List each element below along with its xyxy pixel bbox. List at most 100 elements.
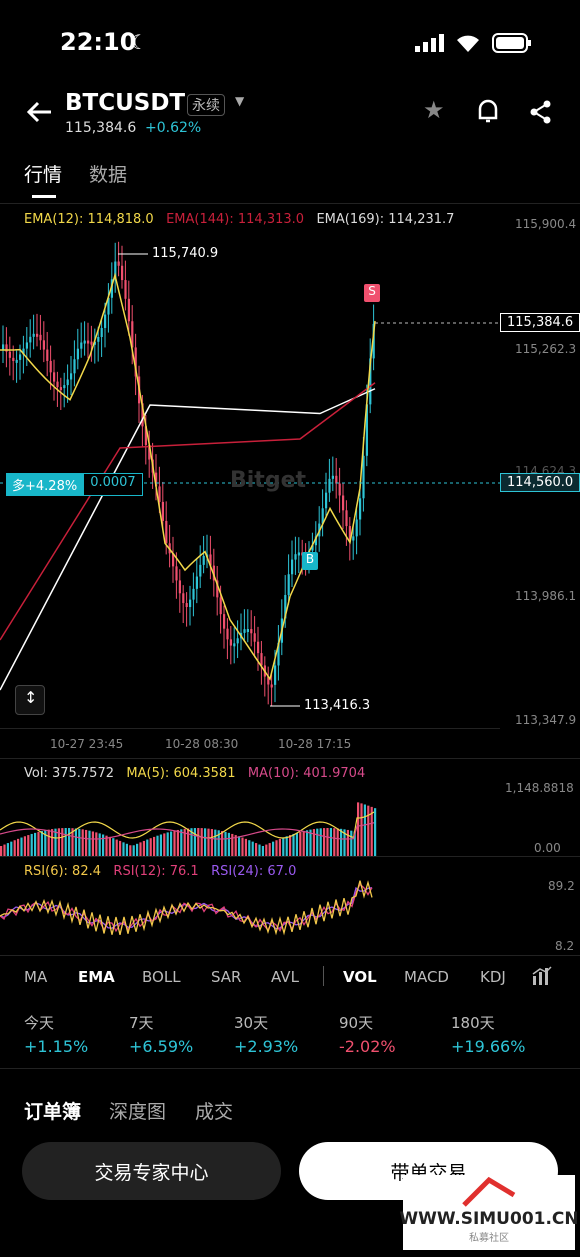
candle-body: [93, 341, 96, 345]
volume-bar: [119, 840, 122, 856]
volume-bar: [176, 829, 179, 856]
indicator-settings-area: [508, 960, 580, 994]
volume-bar: [163, 833, 166, 856]
volume-bar: [312, 829, 315, 856]
indicator-tab-sar[interactable]: SAR: [211, 968, 242, 986]
volume-bar: [102, 834, 105, 856]
volume-bar: [180, 829, 183, 856]
volume-bar: [289, 835, 292, 856]
chevron-down-icon[interactable]: ▼: [235, 94, 245, 108]
ma5-label: MA(5): 604.3581: [126, 766, 236, 781]
ema169-line: [0, 388, 376, 691]
watermark-sub: 私募社区: [469, 1233, 509, 1244]
candle-body: [144, 426, 147, 445]
candle-body: [185, 603, 188, 608]
volume-bar: [350, 830, 353, 856]
indicator-tab-macd[interactable]: MACD: [404, 968, 449, 986]
volume-bar: [54, 828, 57, 856]
period-value: +6.59%: [129, 1037, 194, 1056]
candle-body: [39, 334, 42, 341]
indicator-tab-ma[interactable]: MA: [24, 968, 48, 986]
period-label: 今天: [24, 1014, 55, 1032]
candle-body: [335, 475, 338, 484]
candle-body: [362, 455, 365, 499]
volume-bar: [231, 833, 234, 856]
ema12-line: [0, 272, 376, 681]
volume-bar: [336, 828, 339, 856]
volume-bar: [309, 829, 312, 856]
vol-axis-bottom: 0.00: [534, 841, 561, 855]
volume-bar: [299, 831, 302, 856]
candle-body: [223, 614, 226, 629]
indicator-tab-vol[interactable]: VOL: [343, 968, 377, 986]
volume-bar: [200, 828, 203, 856]
candle-body: [233, 643, 236, 647]
star-icon[interactable]: ★: [423, 96, 445, 124]
volume-bar: [74, 828, 77, 856]
candlestick-chart[interactable]: [0, 230, 580, 730]
position-side: 多+4.28%: [6, 473, 84, 496]
price-tick: 113,986.1: [515, 589, 577, 603]
candle-body: [12, 357, 15, 361]
candle-body: [70, 373, 73, 380]
candle-body: [328, 478, 331, 493]
share-icon[interactable]: [529, 100, 553, 124]
volume-bar: [285, 836, 288, 856]
pair-title[interactable]: BTCUSDT: [65, 90, 186, 116]
volume-bar: [323, 828, 326, 856]
alert-bell-icon[interactable]: [476, 98, 500, 124]
candle-body: [257, 641, 260, 654]
volume-bar: [136, 843, 139, 856]
volume-bar: [227, 832, 230, 856]
tab-orderbook[interactable]: 订单簿: [24, 1101, 82, 1123]
status-time: 22:10: [60, 28, 137, 56]
period-value: +1.15%: [24, 1037, 89, 1056]
indicator-tab-avl[interactable]: AVL: [271, 968, 299, 986]
tab-data[interactable]: 数据: [89, 164, 128, 186]
header-price: 115,384.6: [65, 120, 137, 136]
vol-label: Vol: 375.7572: [24, 766, 114, 781]
expert-center-button[interactable]: 交易专家中心: [22, 1142, 281, 1200]
indicator-tab-boll[interactable]: BOLL: [142, 968, 181, 986]
volume-bar: [333, 828, 336, 856]
volume-bar: [278, 838, 281, 856]
candle-body: [124, 280, 127, 299]
logo-icon: [462, 1176, 516, 1207]
candle-body: [22, 348, 25, 355]
volume-bar: [129, 845, 132, 856]
volume-bar: [68, 828, 71, 856]
candle-body: [83, 340, 86, 344]
volume-bar: [98, 833, 101, 856]
ema169-label: EMA(169): 114,231.7: [316, 212, 455, 227]
volume-bar: [47, 829, 50, 856]
volume-bar: [357, 802, 360, 856]
rsi6-label: RSI(6): 82.4: [24, 864, 101, 879]
candle-body: [369, 358, 372, 405]
tab-trades[interactable]: 成交: [195, 1101, 234, 1123]
high-label: 115,740.9: [152, 246, 219, 261]
volume-bar: [142, 840, 145, 856]
volume-bar: [91, 831, 94, 856]
tab-depth[interactable]: 深度图: [109, 1101, 167, 1123]
indicator-tab-kdj[interactable]: KDJ: [480, 968, 506, 986]
indicator-settings-icon[interactable]: [532, 966, 552, 986]
volume-bar: [23, 836, 26, 856]
back-arrow-icon[interactable]: [25, 100, 53, 124]
tab-market[interactable]: 行情: [24, 164, 63, 186]
candle-body: [73, 359, 76, 374]
position-badge[interactable]: 多+4.28% 0.0007: [6, 473, 143, 496]
candle-body: [246, 629, 249, 633]
period-label: 180天: [451, 1014, 495, 1032]
candle-body: [202, 555, 205, 565]
candle-body: [158, 486, 161, 502]
expand-vertical-button[interactable]: ↕: [15, 685, 45, 715]
candle-body: [110, 279, 113, 298]
indicator-tab-ema[interactable]: EMA: [78, 968, 115, 986]
volume-bar: [108, 836, 111, 856]
candle-body: [297, 552, 300, 556]
volume-bar: [44, 830, 47, 856]
position-price-tag: 114,560.0: [500, 473, 580, 492]
candle-body: [114, 261, 117, 280]
candle-body: [148, 444, 151, 460]
candle-body: [76, 348, 79, 360]
